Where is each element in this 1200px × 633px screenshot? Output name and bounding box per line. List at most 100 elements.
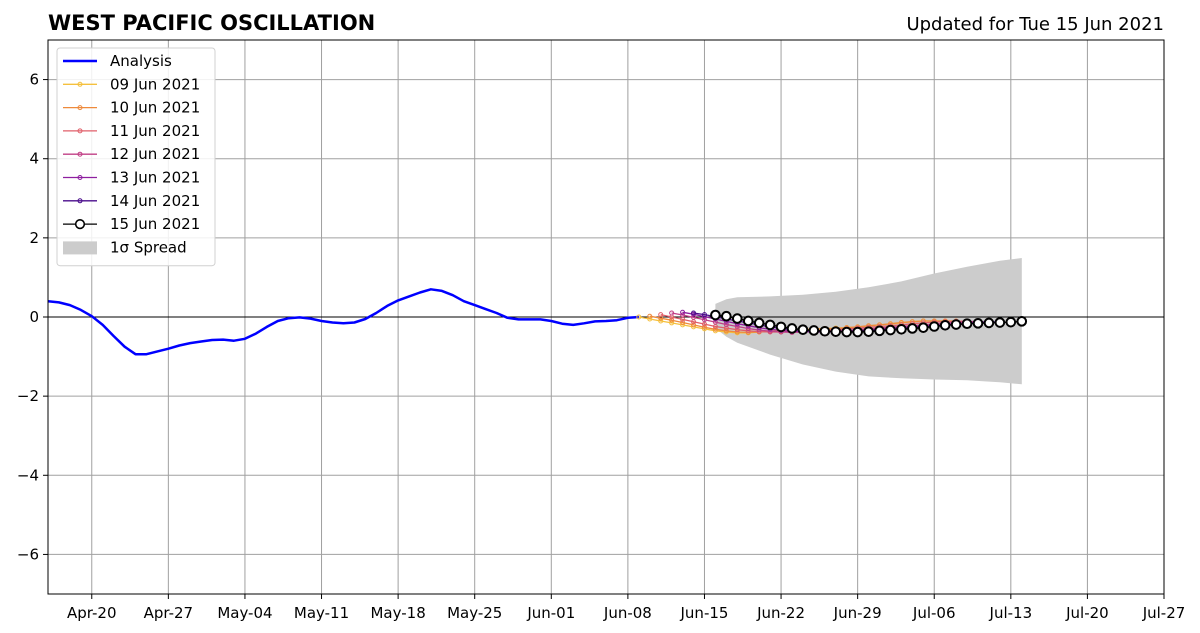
legend-entry: 10 Jun 2021 xyxy=(63,99,200,117)
legend-marker xyxy=(77,198,83,204)
series-point xyxy=(647,313,653,319)
series-point xyxy=(939,320,951,331)
series-point xyxy=(691,322,697,328)
series-point xyxy=(983,317,995,329)
legend-entry: 11 Jun 2021 xyxy=(63,122,200,140)
series-point xyxy=(830,326,842,337)
spread-band xyxy=(715,258,1022,385)
plot-area: Apr-20 Apr-27 May-04 May-11 May-18 May-25 Jun-… xyxy=(17,39,1185,622)
legend-label: 10 Jun 2021 xyxy=(110,99,200,117)
y-tick-label: 4 xyxy=(29,150,39,168)
series-point xyxy=(950,319,962,330)
legend-swatch xyxy=(63,241,97,255)
legend-label: 09 Jun 2021 xyxy=(110,75,200,93)
series-point xyxy=(797,324,809,335)
legend-label: 15 Jun 2021 xyxy=(110,215,200,233)
series-point xyxy=(691,310,697,316)
legend-label: 12 Jun 2021 xyxy=(110,145,200,163)
y-axis: −6 −4 −2 0 2 4 6 xyxy=(17,71,48,563)
series-point xyxy=(710,309,721,321)
series-point xyxy=(701,312,707,318)
series-point xyxy=(723,328,729,334)
series-point xyxy=(658,312,664,318)
legend-label: 1σ Spread xyxy=(110,238,187,256)
legend-entry: 1σ Spread xyxy=(63,238,187,256)
legend-entry: Analysis xyxy=(63,52,172,70)
series-point xyxy=(658,318,664,324)
legend-entry: 14 Jun 2021 xyxy=(63,192,200,210)
series-point xyxy=(841,326,853,338)
series-0 xyxy=(48,288,639,356)
legend-entry: 15 Jun 2021 xyxy=(63,215,200,233)
legend-box xyxy=(56,47,216,267)
series-point xyxy=(896,323,907,335)
y-tick-label: −2 xyxy=(17,387,39,405)
series-point xyxy=(742,315,754,327)
series-point xyxy=(1005,316,1017,328)
y-tick-label: −4 xyxy=(17,466,39,484)
x-tick-label: Apr-27 xyxy=(144,604,194,622)
legend-marker xyxy=(77,105,83,111)
series-point xyxy=(680,312,686,318)
series-point xyxy=(669,317,675,323)
series-point xyxy=(647,316,653,322)
series-point xyxy=(764,319,776,331)
legend-entry: 09 Jun 2021 xyxy=(63,75,200,93)
legend-marker xyxy=(77,128,83,134)
series-point xyxy=(874,325,885,337)
x-axis: Apr-20 Apr-27 May-04 May-11 May-18 May-25 Jun-… xyxy=(67,594,1185,622)
chart-title: WEST PACIFIC OSCILLATION xyxy=(48,11,375,35)
series-point xyxy=(701,317,707,323)
series-point xyxy=(680,320,686,326)
series-point xyxy=(994,317,1006,328)
series-point xyxy=(669,310,675,316)
legend-marker xyxy=(77,81,83,87)
series-point xyxy=(734,327,740,333)
series-point xyxy=(928,321,940,332)
series-point xyxy=(1016,316,1028,327)
y-tick-label: −6 xyxy=(17,545,39,563)
series-point xyxy=(917,322,929,333)
data-layer xyxy=(48,258,1164,385)
series-point xyxy=(721,310,732,322)
series-point xyxy=(636,314,642,320)
x-tick-label: Jun-01 xyxy=(526,604,575,622)
x-tick-label: Jun-15 xyxy=(680,604,729,622)
y-tick-label: 0 xyxy=(29,308,39,326)
legend-entry: 13 Jun 2021 xyxy=(63,169,200,187)
x-tick-label: May-18 xyxy=(370,604,425,622)
x-tick-label: Jul-06 xyxy=(912,604,956,622)
y-tick-label: 6 xyxy=(29,71,39,89)
series-point xyxy=(731,313,743,324)
x-tick-label: May-25 xyxy=(447,604,502,622)
legend-marker xyxy=(77,151,83,157)
series-point xyxy=(712,326,718,332)
series-point xyxy=(753,317,765,329)
legend-label: Analysis xyxy=(110,52,172,70)
legend-entry: 12 Jun 2021 xyxy=(63,145,200,163)
series-line xyxy=(48,288,639,356)
series-point xyxy=(786,323,798,334)
x-tick-label: May-11 xyxy=(294,604,349,622)
x-tick-label: May-04 xyxy=(217,604,272,622)
legend-marker xyxy=(74,219,86,230)
series-point xyxy=(745,325,751,331)
legend-label: 13 Jun 2021 xyxy=(110,169,200,187)
series-point xyxy=(961,318,973,330)
series-point xyxy=(819,325,831,337)
x-tick-label: Jun-22 xyxy=(756,604,805,622)
x-tick-label: Jul-27 xyxy=(1142,604,1186,622)
chart-subtitle: Updated for Tue 15 Jun 2021 xyxy=(906,14,1164,35)
series-point xyxy=(808,325,820,336)
x-tick-label: Jun-08 xyxy=(603,604,652,622)
series-point xyxy=(907,323,918,334)
x-tick-label: Apr-20 xyxy=(67,604,117,622)
legend-marker xyxy=(77,175,83,180)
series-7 xyxy=(710,309,1028,338)
series-point xyxy=(972,318,984,329)
legend-label: 14 Jun 2021 xyxy=(110,192,200,210)
series-point xyxy=(852,326,863,338)
series-point xyxy=(775,321,787,333)
series-point xyxy=(734,323,740,329)
